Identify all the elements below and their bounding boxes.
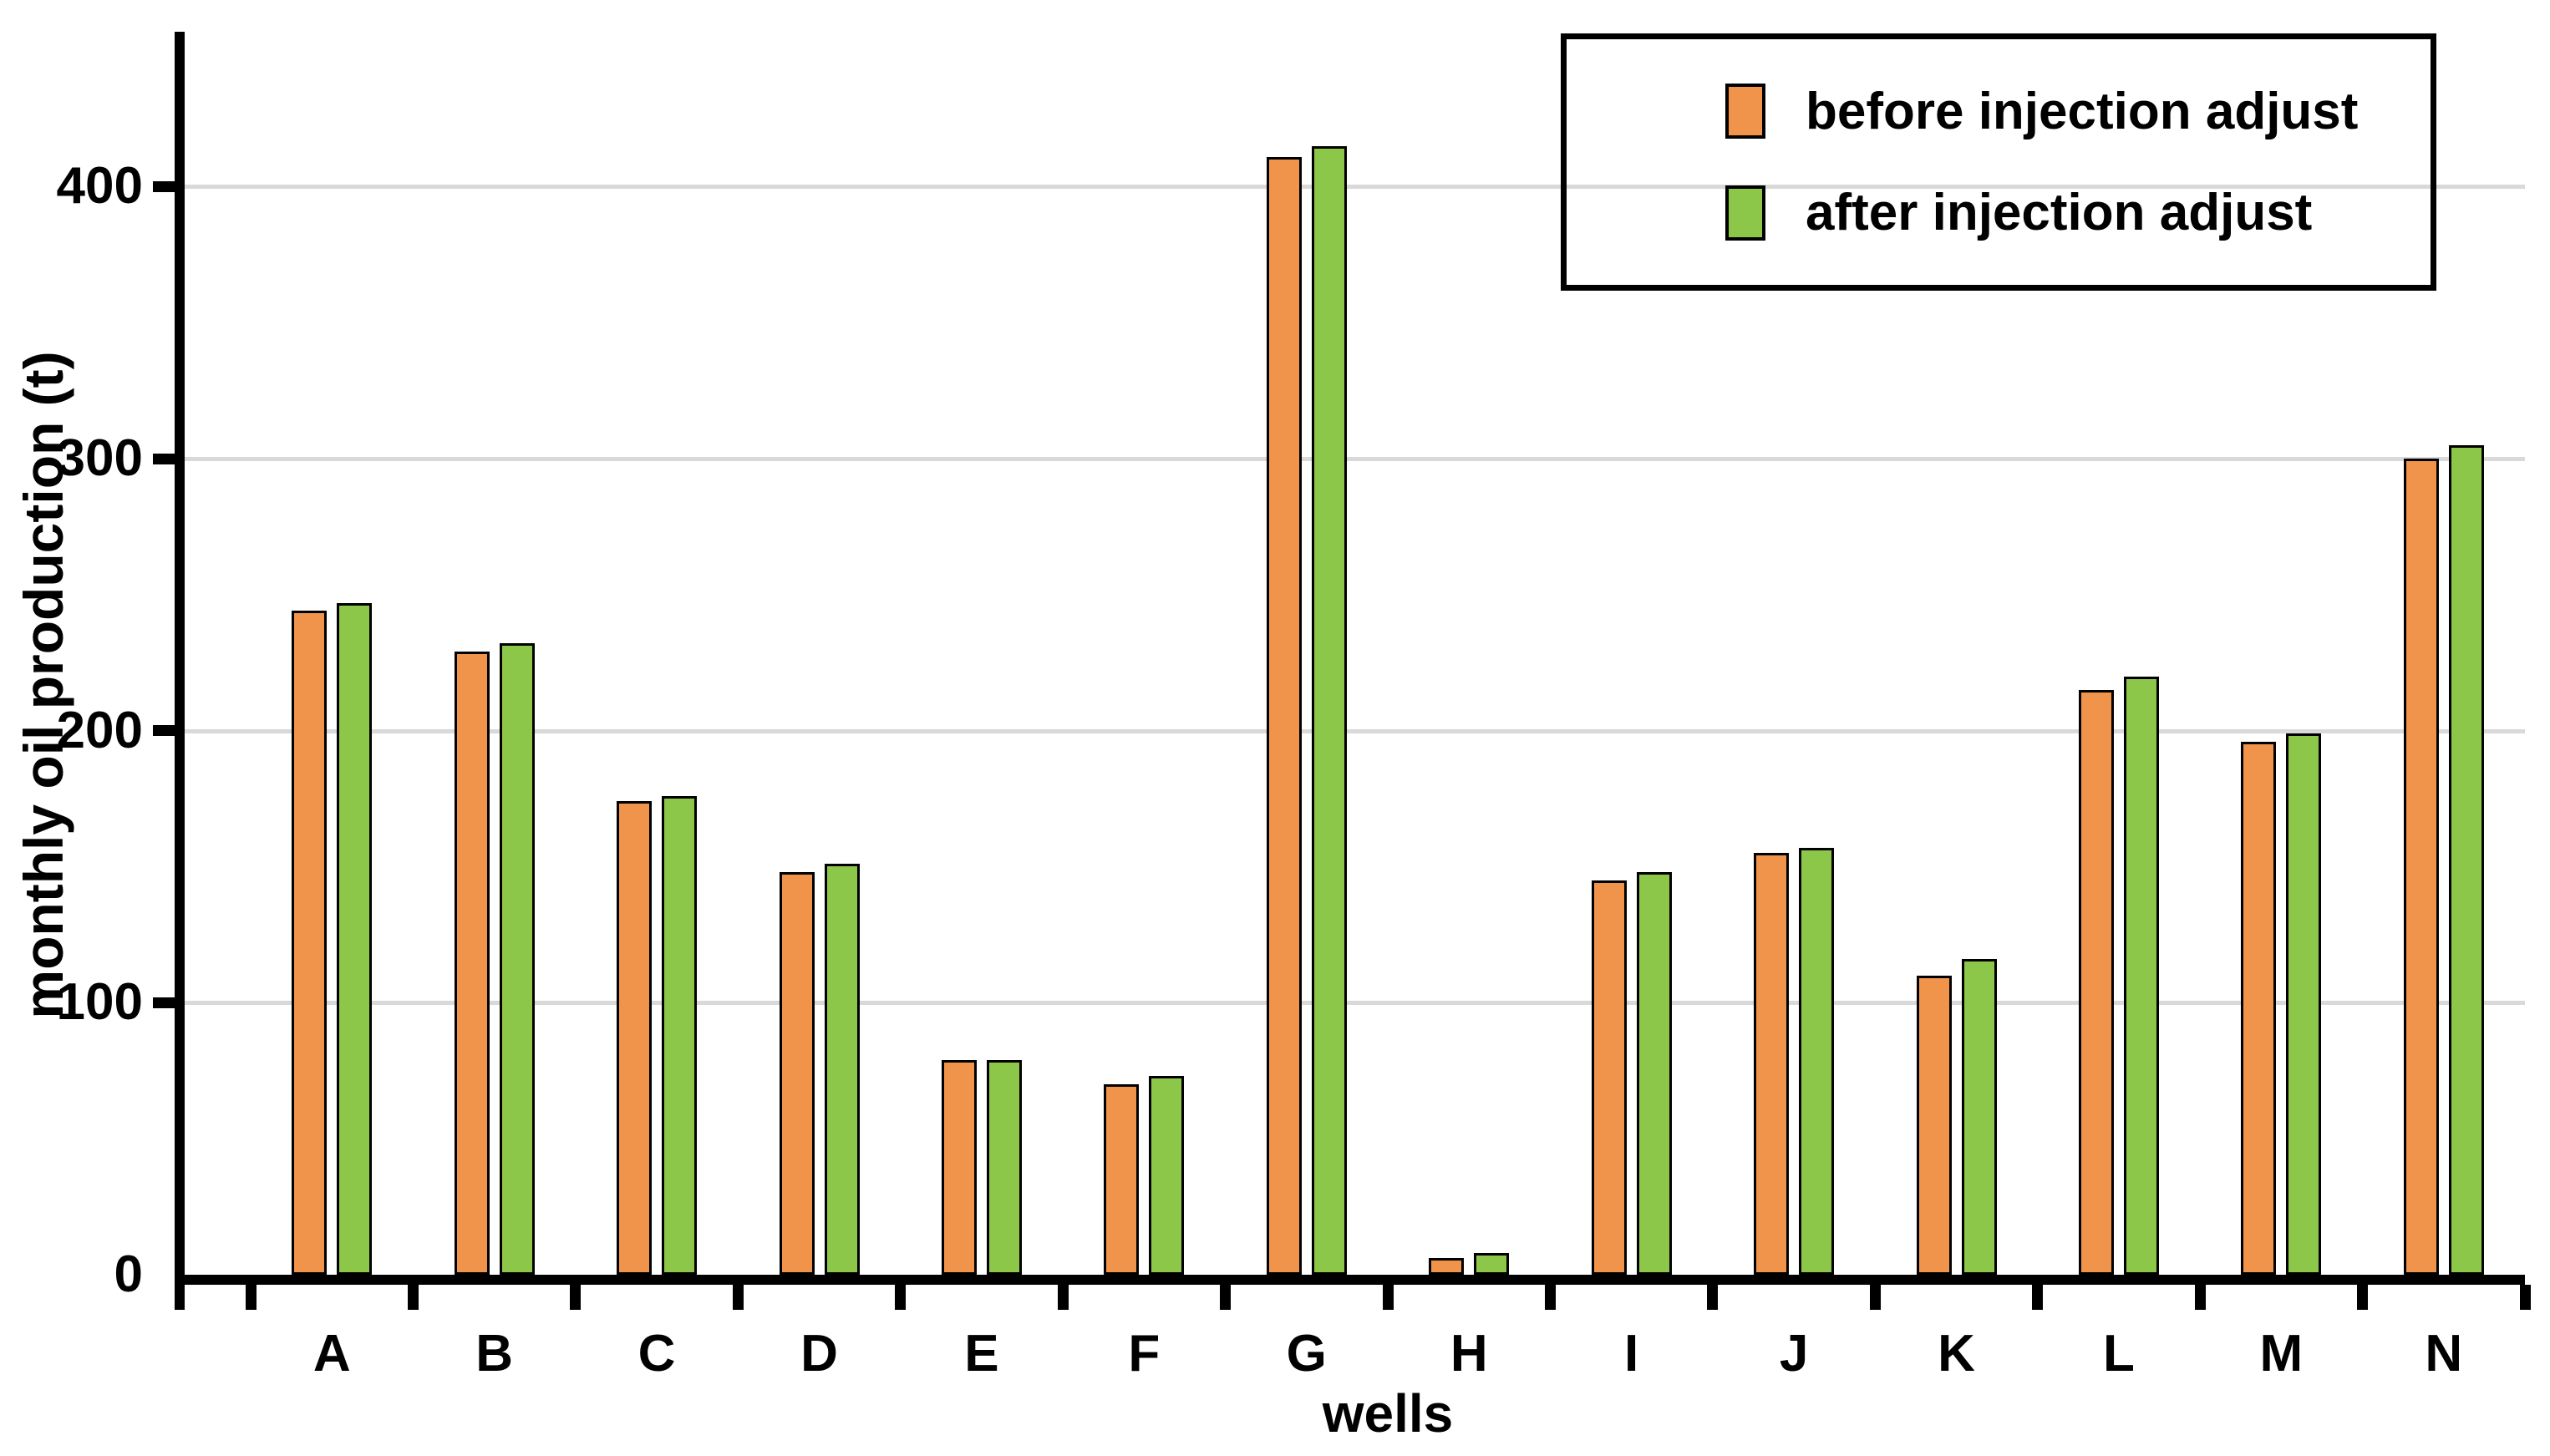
- category-label-M: M: [2259, 1325, 2304, 1382]
- bar-before-F: [1104, 1084, 1140, 1275]
- bar-after-D: [824, 864, 860, 1275]
- bar-after-I: [1636, 872, 1672, 1275]
- x-tick-5: [1057, 1285, 1069, 1310]
- bar-before-J: [1754, 853, 1790, 1275]
- x-tick-6: [1220, 1285, 1232, 1310]
- y-tick-label-200: 200: [56, 701, 143, 759]
- x-tick-1: [407, 1285, 419, 1310]
- bar-before-H: [1429, 1258, 1465, 1275]
- bar-after-J: [1799, 847, 1835, 1275]
- x-tick-11: [2032, 1285, 2044, 1310]
- category-label-I: I: [1624, 1325, 1639, 1382]
- category-label-B: B: [475, 1325, 514, 1382]
- x-tick-14: [2519, 1285, 2531, 1310]
- bar-after-F: [1149, 1076, 1185, 1275]
- legend-label-before: before injection adjust: [1806, 82, 2359, 140]
- legend-entry-before: before injection adjust: [1725, 82, 2431, 141]
- category-label-H: H: [1450, 1325, 1488, 1382]
- legend-entry-after: after injection adjust: [1725, 183, 2431, 242]
- y-tick-200: [153, 725, 175, 737]
- legend: before injection adjust after injection a…: [1561, 33, 2436, 291]
- y-tick-label-0: 0: [114, 1245, 143, 1303]
- x-tick-13: [2357, 1285, 2369, 1310]
- bar-before-K: [1916, 975, 1952, 1275]
- x-tick-4: [895, 1285, 907, 1310]
- bar-before-I: [1591, 880, 1627, 1275]
- bar-after-A: [337, 602, 373, 1275]
- category-label-L: L: [2102, 1325, 2135, 1382]
- bar-before-N: [2403, 459, 2439, 1275]
- category-label-A: A: [312, 1325, 351, 1382]
- category-label-G: G: [1286, 1325, 1327, 1382]
- bar-before-B: [454, 652, 490, 1275]
- x-axis-title: wells: [1322, 1383, 1454, 1443]
- grid-line-200: [185, 728, 2525, 733]
- x-tick-10: [1869, 1285, 1881, 1310]
- category-label-F: F: [1128, 1325, 1161, 1382]
- category-label-D: D: [800, 1325, 838, 1382]
- y-tick-label-300: 300: [56, 429, 143, 488]
- bar-before-L: [2078, 689, 2114, 1275]
- bar-before-D: [779, 872, 815, 1275]
- category-label-J: J: [1779, 1325, 1809, 1382]
- bar-after-H: [1474, 1252, 1510, 1275]
- x-axis-line: [175, 1275, 2525, 1285]
- y-tick-label-400: 400: [56, 157, 143, 216]
- grid-line-100: [185, 1001, 2525, 1006]
- bar-after-N: [2448, 444, 2484, 1275]
- bar-after-M: [2286, 733, 2322, 1275]
- x-tick-2: [570, 1285, 582, 1310]
- y-axis-line: [175, 32, 185, 1310]
- category-label-K: K: [1938, 1325, 1975, 1382]
- y-tick-100: [153, 997, 175, 1008]
- legend-label-after: after injection adjust: [1806, 184, 2313, 242]
- y-tick-300: [153, 453, 175, 464]
- x-tick-12: [2194, 1285, 2206, 1310]
- x-tick-7: [1382, 1285, 1394, 1310]
- grid-line-400: [185, 185, 2525, 190]
- y-tick-label-100: 100: [56, 973, 143, 1032]
- bar-before-E: [941, 1059, 977, 1275]
- category-label-C: C: [638, 1325, 676, 1382]
- legend-swatch-after-icon: [1725, 185, 1765, 241]
- x-tick-0: [245, 1285, 257, 1310]
- bar-after-C: [662, 795, 698, 1275]
- bar-before-G: [1266, 156, 1302, 1275]
- bar-after-G: [1311, 145, 1347, 1275]
- legend-swatch-before-icon: [1725, 84, 1765, 140]
- category-label-E: E: [964, 1325, 999, 1382]
- bar-after-L: [2123, 676, 2159, 1275]
- x-tick-8: [1544, 1285, 1556, 1310]
- category-label-N: N: [2425, 1325, 2463, 1382]
- bar-before-A: [292, 611, 328, 1275]
- x-tick-9: [1707, 1285, 1719, 1310]
- bar-after-K: [1961, 959, 1997, 1275]
- bar-before-C: [617, 801, 653, 1275]
- x-tick-3: [732, 1285, 744, 1310]
- grid-line-300: [185, 457, 2525, 462]
- bar-after-E: [986, 1059, 1022, 1275]
- bar-after-B: [499, 643, 535, 1275]
- y-axis-title: monthly oil production (t): [13, 351, 74, 1019]
- y-tick-400: [153, 180, 175, 192]
- bar-before-M: [2241, 741, 2277, 1275]
